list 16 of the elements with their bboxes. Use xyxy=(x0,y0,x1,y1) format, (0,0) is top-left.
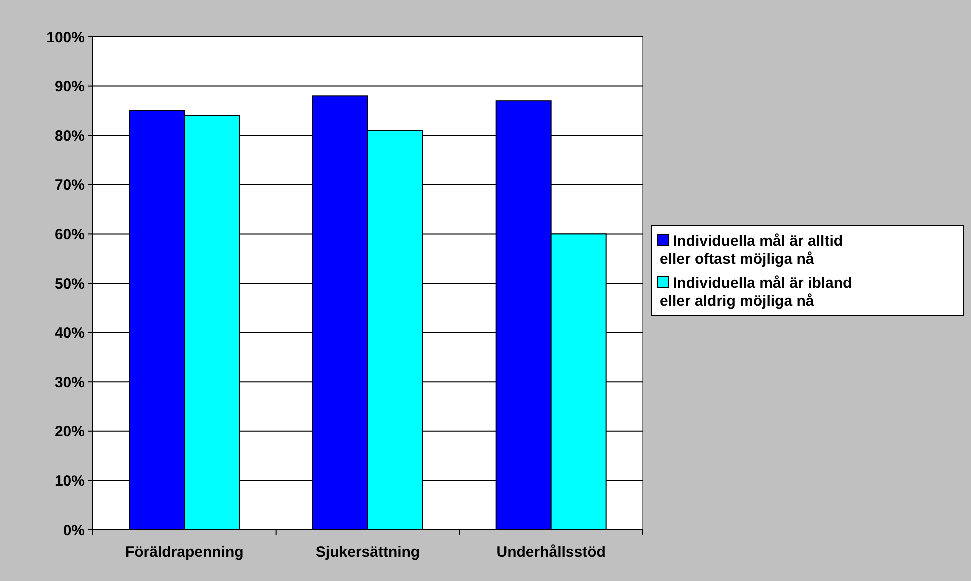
x-tick-label: Underhållsstöd xyxy=(496,544,606,561)
x-tick-label: Sjukersättning xyxy=(316,544,420,561)
y-tick-label: 0% xyxy=(63,522,85,540)
y-tick-label: 70% xyxy=(54,177,85,194)
y-tick-label: 90% xyxy=(54,78,85,96)
x-tick-label: Föräldrapenning xyxy=(125,544,244,561)
y-tick-label: 60% xyxy=(54,226,85,244)
legend-label: Individuella mål är ibland eller aldrig möjliga nå xyxy=(660,275,852,310)
y-tick-label: 20% xyxy=(54,424,85,441)
y-tick-label: 10% xyxy=(54,472,85,490)
y-tick-label: 30% xyxy=(54,374,85,392)
y-tick-label: 80% xyxy=(54,128,85,145)
y-tick-label: 50% xyxy=(54,276,85,293)
y-tick-label: 40% xyxy=(54,325,85,342)
y-tick-label: 100% xyxy=(46,29,85,46)
legend-label: Individuella mål är alltid eller oftast möjliga nå xyxy=(660,233,844,268)
